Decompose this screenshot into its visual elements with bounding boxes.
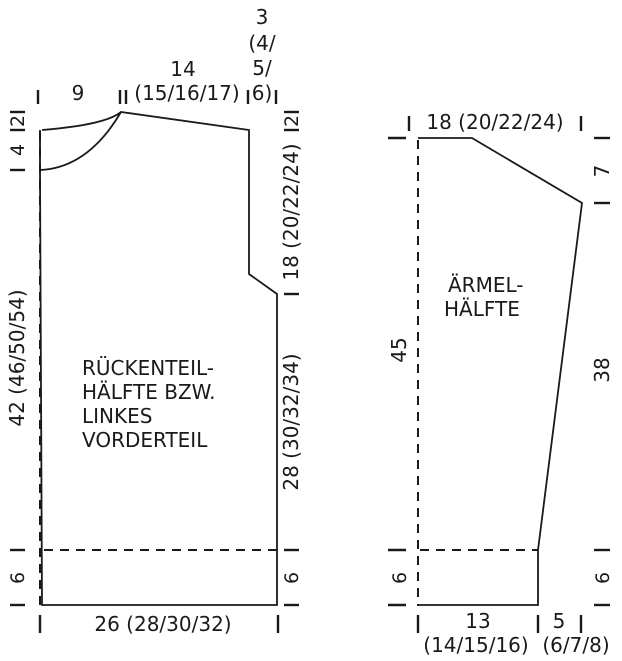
back-right-bottom-6: 6 bbox=[281, 572, 303, 584]
sleeve-left-bottom-6: 6 bbox=[389, 572, 411, 584]
back-panel-title-line-4: VORDERTEIL bbox=[82, 428, 208, 452]
back-total-length: 42 (46/50/54) bbox=[5, 289, 29, 426]
sleeve-bottom-width-line-1: 13 bbox=[465, 609, 490, 633]
back-panel-bottom-ticks bbox=[38, 615, 280, 633]
sleeve-bottom-width-line-2: (14/15/16) bbox=[423, 633, 528, 657]
sleeve-left-ticks bbox=[388, 136, 406, 607]
back-panel bbox=[39, 111, 278, 606]
sleeve-top-ticks bbox=[407, 116, 583, 131]
back-armhole-line-3: 5/ bbox=[252, 56, 272, 80]
sleeve-length-left: 45 bbox=[387, 337, 411, 362]
back-panel-outline bbox=[39, 111, 278, 606]
sleeve-right-bottom-6: 6 bbox=[592, 572, 614, 584]
back-panel-title-line-3: LINKES bbox=[82, 404, 152, 428]
back-shoulder-width: 14 bbox=[170, 57, 195, 81]
back-armhole-line-2: (4/ bbox=[248, 31, 276, 55]
back-panel-title-line-2: HÄLFTE BZW. bbox=[82, 380, 216, 404]
sleeve-bottom-extra-line-2: (6/7/8) bbox=[542, 633, 609, 657]
back-panel-top-ticks bbox=[36, 90, 278, 104]
back-left-bottom-6: 6 bbox=[7, 572, 29, 584]
sleeve-top-width: 18 (20/22/24) bbox=[426, 110, 563, 134]
back-panel-neckline bbox=[39, 111, 122, 171]
back-panel-right-ticks bbox=[284, 110, 299, 607]
back-armhole-depth: 18 (20/22/24) bbox=[279, 143, 303, 280]
back-side-length: 28 (30/32/34) bbox=[279, 353, 303, 490]
back-bottom-width: 26 (28/30/32) bbox=[94, 612, 231, 636]
sleeve-title-line-2: HÄLFTE bbox=[444, 297, 520, 321]
sleeve-panel-outline bbox=[418, 137, 583, 606]
sleeve-bottom-extra-line-1: 5 bbox=[553, 609, 566, 633]
sleeve-cap-height: 7 bbox=[590, 165, 614, 178]
back-panel-left-ticks bbox=[10, 110, 25, 607]
back-left-top-2: 2 bbox=[7, 115, 29, 127]
back-armhole-line-1: 3 bbox=[256, 5, 269, 29]
sleeve-length-right: 38 bbox=[590, 357, 614, 382]
sleeve-right-ticks bbox=[594, 136, 610, 607]
sleeve-panel bbox=[417, 137, 583, 606]
sleeve-title-line-1: ÄRMEL- bbox=[448, 273, 523, 297]
back-left-neck-4: 4 bbox=[7, 144, 29, 156]
back-shoulder-width-sizes: (15/16/17) bbox=[134, 81, 239, 105]
back-panel-title-line-1: RÜCKENTEIL- bbox=[82, 356, 214, 380]
sleeve-bottom-ticks bbox=[416, 615, 583, 633]
back-armhole-line-4: 6) bbox=[252, 81, 273, 105]
back-top-left-width: 9 bbox=[72, 81, 85, 105]
back-right-top-2: 2 bbox=[281, 115, 303, 127]
